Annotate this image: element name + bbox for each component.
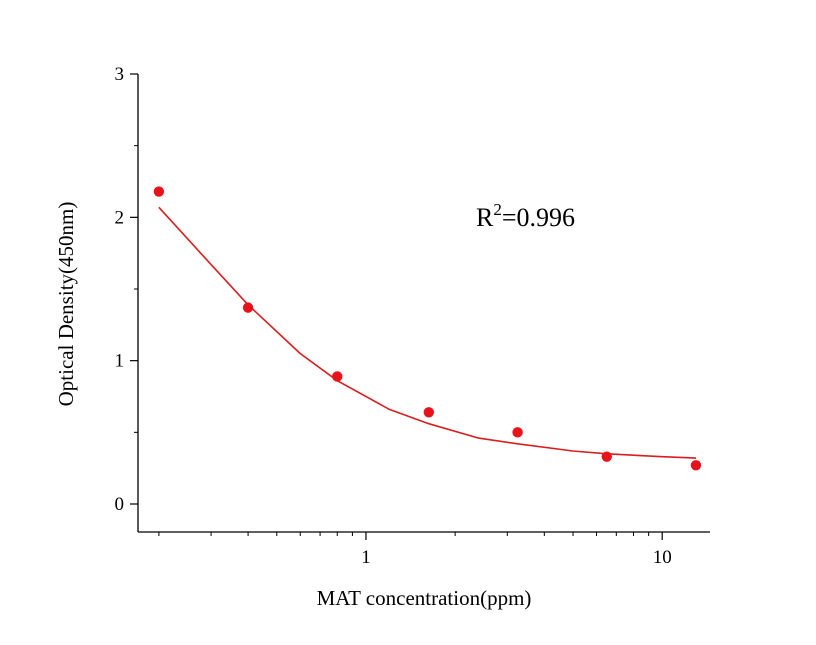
r-squared-superscript: 2 xyxy=(493,200,502,219)
data-point xyxy=(423,407,435,418)
r-squared-annotation: R2=0.996 xyxy=(476,200,575,232)
r-squared-value: =0.996 xyxy=(502,203,575,232)
data-point xyxy=(332,371,343,382)
fit-curve xyxy=(158,206,697,459)
data-point xyxy=(601,451,612,462)
fit-curve-layer xyxy=(158,206,697,459)
y-tick-label: 2 xyxy=(115,207,125,228)
y-axis-title: Optical Density(450nm) xyxy=(54,202,78,407)
data-point xyxy=(242,302,254,313)
axes: 0 1 2 3 1 10 xyxy=(115,64,710,568)
data-point xyxy=(153,186,165,197)
y-tick-label: 0 xyxy=(115,494,125,515)
y-tick-label: 3 xyxy=(115,64,125,85)
x-tick-label: 10 xyxy=(653,547,672,568)
r-squared-base: R xyxy=(476,203,494,232)
x-tick-label: 1 xyxy=(361,547,371,568)
x-axis-title: MAT concentration(ppm) xyxy=(317,586,532,610)
y-tick-label: 1 xyxy=(115,351,125,372)
data-points-layer xyxy=(153,186,702,471)
data-point xyxy=(690,460,702,471)
data-point xyxy=(512,427,523,438)
